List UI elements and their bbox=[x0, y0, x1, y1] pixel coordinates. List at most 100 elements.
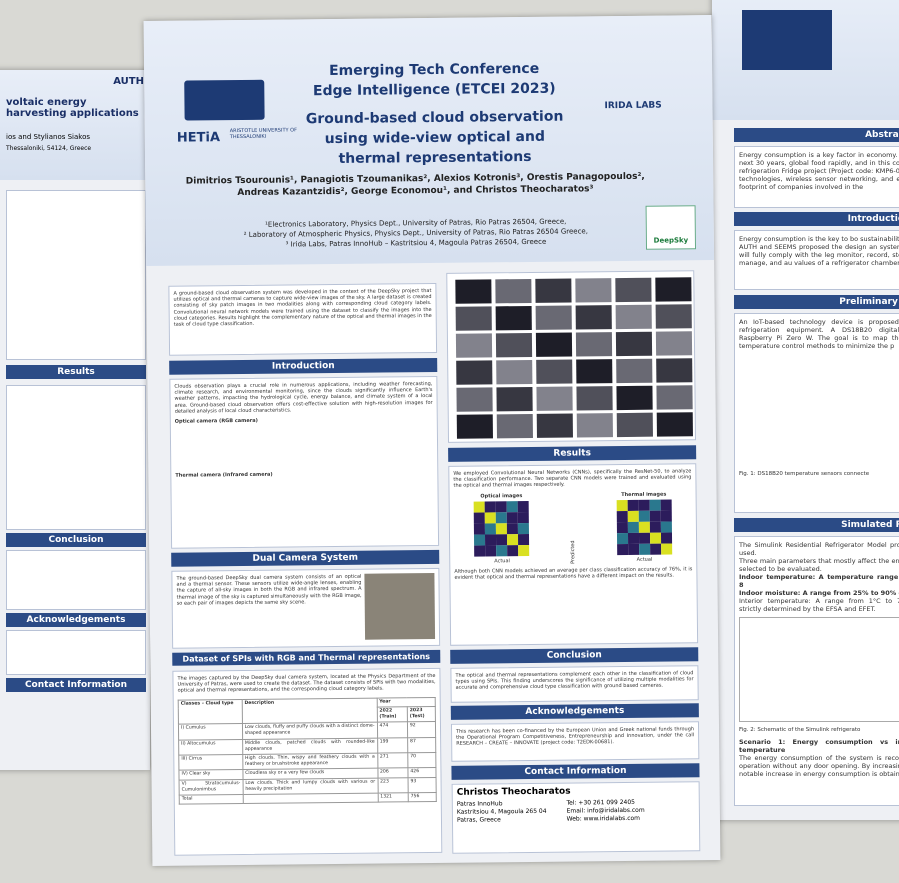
right-header bbox=[712, 0, 899, 120]
table-cell: 474 bbox=[376, 721, 408, 738]
table-header: Description bbox=[241, 697, 377, 724]
right-sim: The Simulink Residential Refrigerator Mo… bbox=[734, 536, 899, 806]
poster-title: Ground-based cloud observation using wid… bbox=[305, 108, 564, 167]
right-diagram bbox=[739, 617, 899, 722]
right-banner bbox=[742, 10, 832, 70]
matrix-cell bbox=[638, 543, 650, 555]
sky-image bbox=[615, 331, 653, 357]
matrix-cell bbox=[507, 533, 519, 546]
camera-photo bbox=[364, 572, 436, 640]
matrix-cell bbox=[660, 543, 672, 555]
sky-image bbox=[495, 332, 533, 358]
left-poster: AUTH voltaic energy harvesting applicati… bbox=[0, 70, 150, 770]
matrix-cell bbox=[649, 543, 661, 555]
right-poster: Abstrac Energy consumption is a key fact… bbox=[712, 0, 899, 820]
conference-logo bbox=[184, 79, 265, 121]
table-cell: 271 bbox=[377, 752, 408, 769]
introduction: Clouds observation plays a crucial role … bbox=[169, 375, 440, 549]
right-prelim: An IoT-based technology device is propos… bbox=[734, 313, 899, 513]
matrix-cell bbox=[495, 501, 508, 513]
matrix-cell bbox=[649, 532, 661, 544]
matrix-cell bbox=[616, 510, 628, 522]
sky-image bbox=[656, 412, 693, 437]
matrix-cell bbox=[485, 523, 497, 535]
matrix-axis: Predicted bbox=[569, 540, 577, 564]
matrix-cell bbox=[474, 523, 486, 535]
right-text: An IoT-based technology device is propos… bbox=[739, 318, 899, 350]
sky-image bbox=[456, 387, 493, 412]
matrix-cell bbox=[484, 501, 497, 513]
sky-image bbox=[495, 305, 532, 331]
matrix-cell bbox=[616, 499, 628, 511]
confusion-matrix bbox=[473, 500, 530, 557]
sky-image bbox=[455, 333, 493, 358]
table-cell: 92 bbox=[407, 721, 436, 738]
matrix-cell bbox=[474, 512, 486, 524]
matrix-cell bbox=[638, 521, 650, 533]
dual-camera: The ground-based DeepSky dual camera sys… bbox=[171, 567, 441, 649]
paragraph: The ground-based DeepSky dual camera sys… bbox=[176, 573, 362, 607]
sky-image bbox=[536, 359, 573, 384]
sky-image bbox=[456, 414, 493, 439]
section-heading: Acknowledgements bbox=[450, 703, 699, 720]
matrix-cell bbox=[518, 544, 530, 556]
section-heading: Dual Camera System bbox=[171, 549, 440, 567]
sky-image bbox=[496, 413, 533, 439]
dataset-table: Classes – Cloud type Description Year 20… bbox=[178, 697, 437, 805]
matrix-block: Thermal images Actual bbox=[616, 491, 672, 563]
sky-image bbox=[576, 413, 613, 438]
section-heading: Dataset of SPIs with RGB and Thermal rep… bbox=[172, 649, 441, 666]
matrix-cell bbox=[507, 522, 519, 535]
matrix-cell bbox=[627, 521, 639, 533]
logo: DeepSky bbox=[645, 205, 697, 250]
table-row: Total 1321 756 bbox=[179, 792, 437, 805]
sky-image bbox=[496, 359, 533, 385]
left-header: AUTH voltaic energy harvesting applicati… bbox=[0, 70, 150, 180]
conference-subtitle: Edge Intelligence (ETCEI 2023) bbox=[312, 80, 556, 100]
sky-image bbox=[536, 386, 573, 411]
sky-image bbox=[455, 279, 492, 304]
table-header: 2022 (Train) bbox=[376, 706, 408, 723]
sky-image-grid bbox=[446, 270, 697, 443]
matrix-cell bbox=[649, 499, 661, 511]
paragraph: The images captured by the DeepSky dual … bbox=[177, 672, 436, 695]
matrix-cell bbox=[660, 510, 672, 522]
table-body: I) Cumulus Low clouds, fluffy and puffy c… bbox=[178, 721, 437, 805]
affiliations: ¹Electronics Laboratory, Physics Dept., … bbox=[196, 216, 636, 251]
table-header: 2023 (Test) bbox=[407, 706, 436, 722]
matrix-cell bbox=[485, 512, 497, 524]
sky-image bbox=[535, 278, 572, 303]
table-cell: I) Cumulus bbox=[178, 723, 243, 740]
matrix-cell bbox=[474, 545, 486, 557]
matrix-cell bbox=[518, 522, 530, 534]
table-cell: Low clouds, fluffy and puffy clouds with… bbox=[242, 722, 378, 740]
sky-image bbox=[616, 358, 653, 384]
table-cell: Middle clouds, patched clouds with round… bbox=[242, 737, 378, 755]
sky-image bbox=[575, 332, 613, 357]
subheading: Thermal camera (Infrared camera) bbox=[175, 471, 273, 479]
sky-image bbox=[655, 331, 693, 356]
table-cell: 223 bbox=[377, 777, 409, 794]
paragraph: We employed Convolutional Neural Network… bbox=[453, 468, 692, 490]
logo: HETiA bbox=[176, 130, 221, 146]
right-text: Indoor moisture: A range from 25% to 90%… bbox=[739, 589, 899, 597]
table-cell: 206 bbox=[377, 768, 408, 778]
matrix-cell bbox=[518, 511, 530, 523]
abstract: A ground-based cloud observation system … bbox=[168, 282, 438, 356]
sky-image bbox=[656, 358, 693, 383]
matrix-cell bbox=[649, 510, 661, 522]
dataset: The images captured by the DeepSky dual … bbox=[172, 667, 443, 856]
logo: IRIDA LABS bbox=[604, 100, 662, 112]
table-cell: 70 bbox=[407, 752, 436, 769]
results: We employed Convolutional Neural Network… bbox=[448, 463, 699, 646]
right-text: The energy consumption of the system is … bbox=[739, 754, 899, 778]
table-cell: 1321 bbox=[377, 792, 409, 803]
sky-image bbox=[616, 412, 653, 438]
sky-image bbox=[455, 306, 492, 331]
matrix-cell bbox=[638, 510, 650, 522]
section-heading: Results bbox=[448, 445, 697, 462]
authors: Dimitrios Tsourounis¹, Panagiotis Tzouma… bbox=[185, 171, 645, 199]
sky-image bbox=[656, 385, 693, 410]
matrix-cell bbox=[660, 532, 672, 544]
